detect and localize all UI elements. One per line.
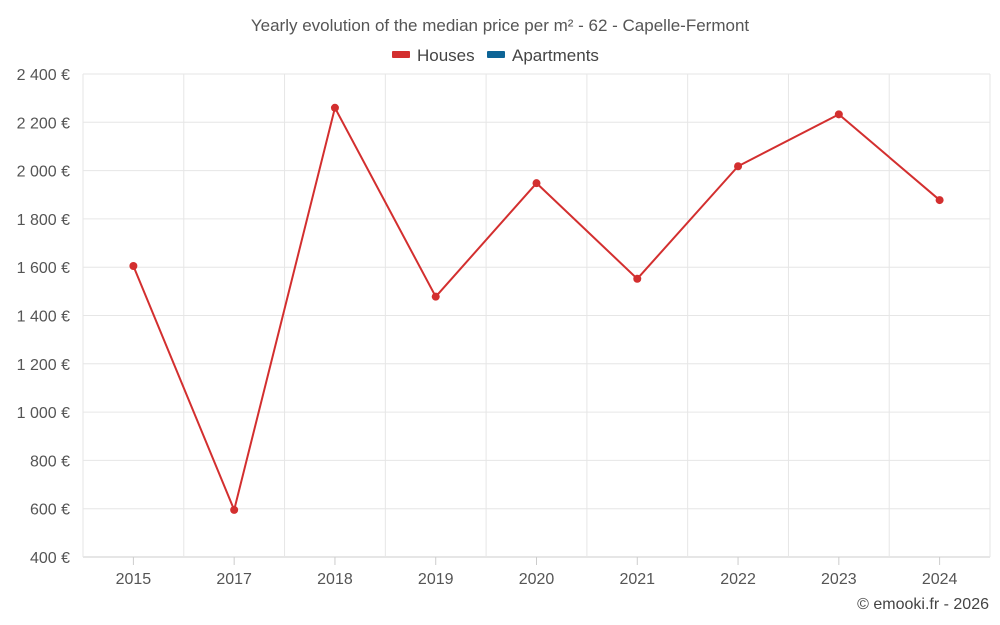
- legend-swatch-apartments: [487, 51, 505, 58]
- y-tick-label: 1 600 €: [17, 260, 70, 277]
- data-point[interactable]: [633, 274, 642, 283]
- y-tick-label: 1 200 €: [17, 357, 70, 374]
- y-tick-label: 2 400 €: [17, 67, 70, 84]
- data-point[interactable]: [330, 103, 339, 112]
- y-tick-label: 400 €: [30, 550, 70, 567]
- y-tick-label: 1 000 €: [17, 405, 70, 422]
- series-houses: [129, 103, 944, 514]
- y-tick-label: 1 400 €: [17, 309, 70, 326]
- data-point[interactable]: [431, 292, 440, 301]
- x-tick-label: 2015: [116, 571, 152, 588]
- x-tick-label: 2018: [317, 571, 353, 588]
- x-tick-label: 2023: [821, 571, 857, 588]
- x-tick-label: 2024: [922, 571, 958, 588]
- credit-text: © emooki.fr - 2026: [857, 596, 989, 613]
- x-tick-label: 2020: [519, 571, 555, 588]
- data-point[interactable]: [532, 179, 541, 188]
- y-tick-label: 1 800 €: [17, 212, 70, 229]
- y-tick-label: 800 €: [30, 453, 70, 470]
- x-axis-ticks: 2015 2017 2018 2019 2020 2021 2022 2023 2024: [116, 557, 958, 588]
- legend-label-houses[interactable]: Houses: [417, 46, 475, 65]
- grid: [82, 73, 991, 558]
- x-tick-label: 2022: [720, 571, 756, 588]
- x-tick-label: 2019: [418, 571, 454, 588]
- chart-title: Yearly evolution of the median price per…: [251, 16, 750, 35]
- legend: Houses Apartments: [392, 46, 599, 65]
- y-tick-label: 2 200 €: [17, 115, 70, 132]
- series-line-houses: [132, 106, 941, 511]
- data-point[interactable]: [734, 162, 743, 171]
- x-tick-label: 2021: [619, 571, 655, 588]
- x-tick-label: 2017: [216, 571, 252, 588]
- y-tick-label: 2 000 €: [17, 164, 70, 181]
- data-point[interactable]: [935, 196, 944, 205]
- data-point[interactable]: [834, 110, 843, 119]
- data-point[interactable]: [129, 261, 138, 270]
- y-tick-label: 600 €: [30, 502, 70, 519]
- y-axis-ticks: 400 € 600 € 800 € 1 000 € 1 200 € 1 400 € 1 60…: [17, 67, 70, 567]
- data-point[interactable]: [230, 505, 239, 514]
- legend-swatch-houses: [392, 51, 410, 58]
- legend-label-apartments[interactable]: Apartments: [512, 46, 599, 65]
